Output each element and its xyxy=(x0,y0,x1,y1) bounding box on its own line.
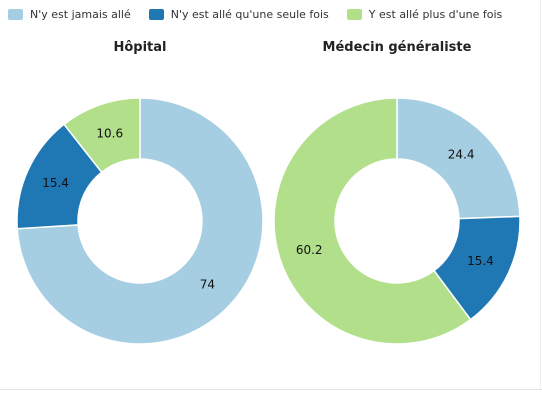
legend-item-more[interactable]: Y est allé plus d'une fois xyxy=(346,8,503,21)
legend-swatch-never xyxy=(8,9,23,20)
donut-slice-medecin-2[interactable] xyxy=(273,97,472,345)
donut-hopital: 74 15.4 10.6 xyxy=(16,97,264,345)
donut-slice-medecin-0[interactable] xyxy=(396,97,521,220)
legend-item-never[interactable]: N'y est jamais allé xyxy=(8,8,131,21)
legend-label-never: N'y est jamais allé xyxy=(30,8,131,21)
slice-label-medecin-2: 60.2 xyxy=(296,243,323,257)
donut-slice-hopital-0[interactable] xyxy=(16,97,264,345)
legend-label-once: N'y est allé qu'une seule fois xyxy=(170,8,329,21)
legend-swatch-once xyxy=(148,9,164,20)
slice-label-hopital-1: 15.4 xyxy=(42,176,69,190)
chart-title-medecin: Médecin généraliste xyxy=(322,40,472,55)
legend-label-more: Y est allé plus d'une fois xyxy=(368,8,503,21)
legend: N'y est jamais allé N'y est allé qu'une … xyxy=(8,8,520,21)
legend-item-once[interactable]: N'y est allé qu'une seule fois xyxy=(148,8,329,21)
slice-label-hopital-0: 74 xyxy=(200,277,215,291)
donut-medecin: 24.4 15.4 60.2 xyxy=(273,97,521,345)
bottom-divider xyxy=(0,389,542,390)
legend-swatch-more xyxy=(346,9,362,20)
slice-label-medecin-0: 24.4 xyxy=(448,147,475,161)
chart-title-hopital: Hôpital xyxy=(113,40,167,55)
donut-slice-hopital-2[interactable] xyxy=(62,97,141,174)
slice-label-hopital-2: 10.6 xyxy=(96,127,123,141)
right-divider xyxy=(540,0,541,390)
slice-label-medecin-1: 15.4 xyxy=(467,254,494,268)
